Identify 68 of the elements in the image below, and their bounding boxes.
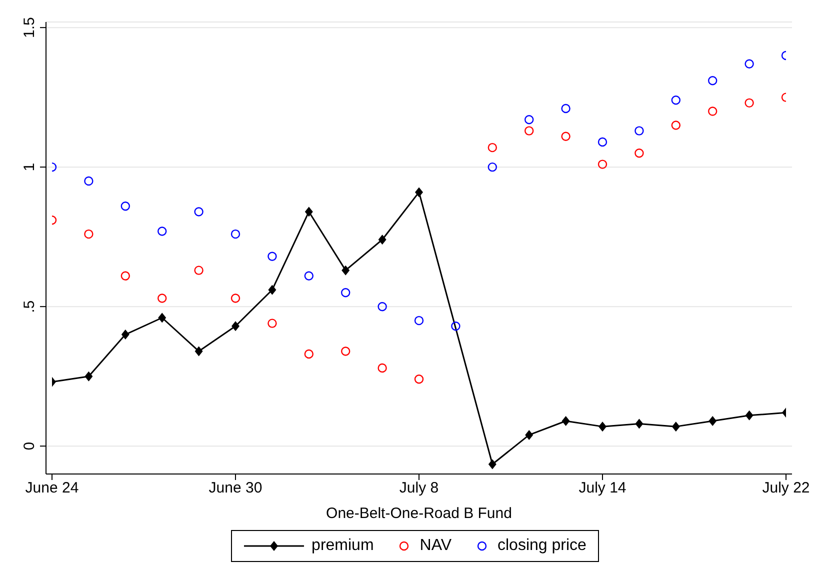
point xyxy=(121,329,130,340)
point xyxy=(84,229,94,239)
y-tick-label: 1.5 xyxy=(21,17,38,38)
point xyxy=(525,430,534,440)
point xyxy=(634,126,644,136)
point xyxy=(598,137,608,147)
point xyxy=(524,115,534,124)
point xyxy=(158,294,167,303)
point xyxy=(268,252,277,261)
point xyxy=(304,206,313,217)
point xyxy=(378,234,386,245)
point xyxy=(230,229,240,239)
point xyxy=(745,410,754,420)
x-tick-label: July 22 xyxy=(762,480,810,497)
point xyxy=(342,265,350,276)
point xyxy=(194,266,204,275)
point xyxy=(414,374,424,384)
point xyxy=(158,312,166,323)
point xyxy=(120,271,130,280)
point xyxy=(232,321,240,332)
point xyxy=(84,371,93,382)
x-tick-label: June 24 xyxy=(25,480,79,497)
point xyxy=(194,346,203,356)
point xyxy=(194,207,204,216)
point xyxy=(635,418,644,429)
point xyxy=(598,160,608,169)
y-tick-label: 1 xyxy=(21,162,38,172)
x-tick-label: July 14 xyxy=(578,480,626,497)
point xyxy=(414,316,424,326)
x-tick-label: July 8 xyxy=(399,480,439,497)
point xyxy=(341,288,350,298)
x-tick-label: June 30 xyxy=(208,480,262,497)
point xyxy=(524,126,534,136)
legend-label: closing price xyxy=(498,537,586,555)
point xyxy=(488,162,497,172)
point xyxy=(708,76,718,86)
point xyxy=(451,322,460,331)
point xyxy=(488,142,497,152)
legend-label: premium xyxy=(312,537,374,555)
legend-label: NAV xyxy=(420,537,452,555)
point xyxy=(671,120,680,130)
point xyxy=(634,148,644,158)
point xyxy=(671,96,680,105)
point xyxy=(268,318,277,328)
point xyxy=(744,98,754,108)
point xyxy=(268,284,276,295)
point xyxy=(341,346,350,356)
point xyxy=(708,106,718,116)
point xyxy=(561,104,570,114)
point xyxy=(562,416,570,426)
point xyxy=(304,271,314,280)
point xyxy=(708,416,717,426)
point xyxy=(744,59,754,68)
point xyxy=(120,202,130,211)
point xyxy=(230,294,240,303)
y-tick-label: 0 xyxy=(21,442,38,450)
point xyxy=(378,363,387,373)
point xyxy=(378,302,387,312)
point xyxy=(488,459,496,470)
point xyxy=(672,422,680,432)
y-tick-label: .5 xyxy=(21,300,38,313)
point xyxy=(84,176,94,186)
x-axis-title: One-Belt-One-Road B Fund xyxy=(326,505,512,522)
point xyxy=(158,226,167,236)
point xyxy=(304,349,314,359)
point xyxy=(561,132,570,141)
point xyxy=(598,422,606,432)
point xyxy=(415,187,423,198)
